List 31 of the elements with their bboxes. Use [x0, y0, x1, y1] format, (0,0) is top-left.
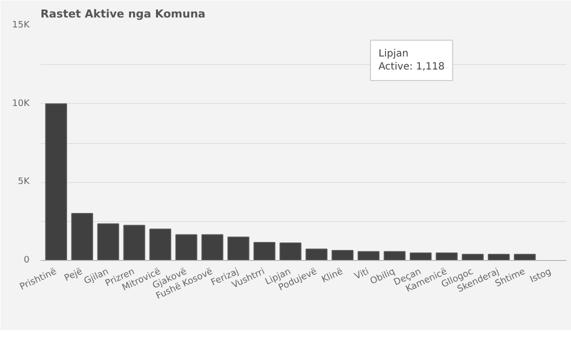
bar — [175, 234, 198, 260]
bar — [358, 251, 380, 260]
bar — [384, 251, 406, 260]
bar — [227, 236, 250, 260]
bar — [45, 103, 68, 260]
bar — [71, 213, 94, 260]
x-tick-label: Obiliq — [368, 266, 397, 288]
bar — [149, 228, 172, 260]
y-tick-label: 15K — [12, 20, 31, 30]
annotation: Active: 1,118 — [378, 62, 445, 72]
y-tick-label: 0 — [24, 256, 30, 266]
y-tick-label: 10K — [12, 98, 31, 109]
bar — [201, 234, 224, 260]
bar — [462, 254, 484, 260]
chart-title: Rastet Aktive nga Komuna — [40, 8, 206, 20]
x-tick-label: Pejë — [63, 266, 85, 284]
x-tick-label: Viti — [353, 266, 371, 282]
annotation: Lipjan — [378, 48, 408, 60]
bar — [254, 242, 276, 260]
y-tick-label: 5K — [18, 177, 31, 188]
bar — [123, 224, 146, 260]
bar — [97, 223, 120, 260]
bar — [514, 254, 536, 260]
bar — [306, 248, 328, 260]
bar — [436, 252, 458, 260]
x-tick-label: Istog — [528, 266, 553, 286]
bar — [280, 242, 302, 260]
x-tick-label: Klinë — [320, 266, 346, 286]
bar — [410, 252, 432, 260]
bar — [488, 254, 510, 260]
bar — [332, 250, 354, 260]
